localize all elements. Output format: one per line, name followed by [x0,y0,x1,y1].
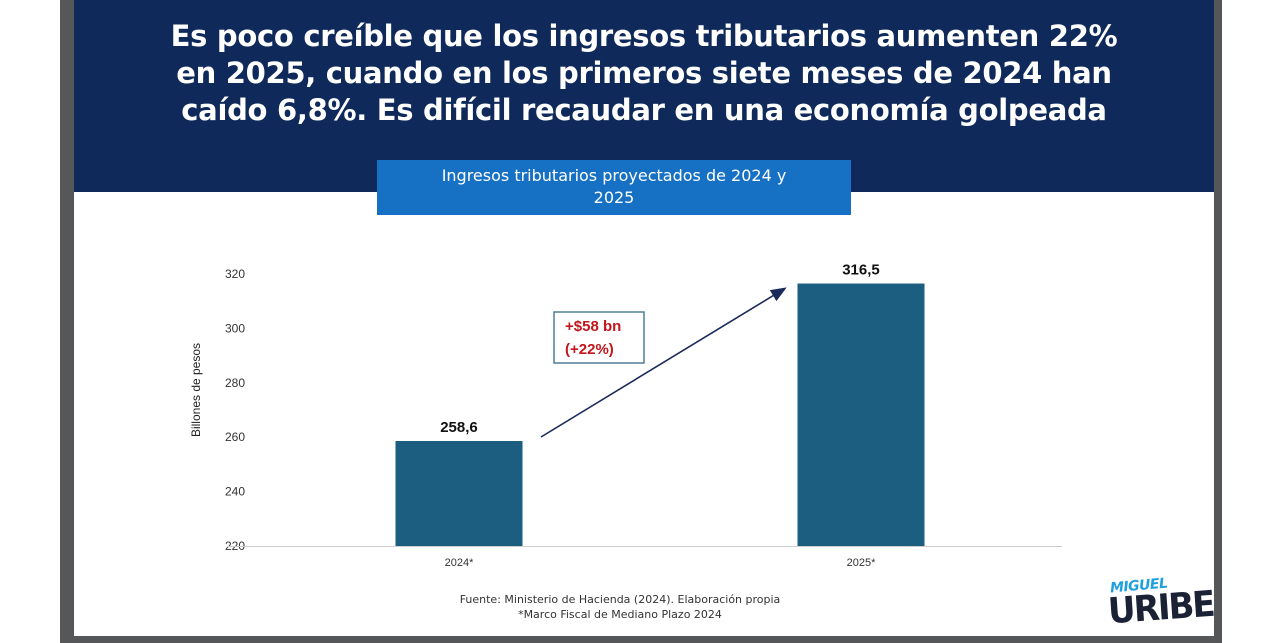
data-label: 316,5 [842,262,880,279]
source-line: Fuente: Ministerio de Hacienda (2024). E… [459,593,781,606]
chart-title-line: Ingresos tributarios proyectados de 2024… [441,166,787,185]
headline: Es poco creíble que los ingresos tributa… [74,18,1214,129]
frame-right [1214,0,1222,643]
logo: MIGUEL URIBE [1107,576,1215,633]
annotation-percent: (+22%) [565,341,614,358]
source-note: Fuente: Ministerio de Hacienda (2024). E… [380,592,860,622]
x-tick-label: 2025* [847,557,876,569]
frame-bottom [60,636,1222,643]
annotation-box [553,311,645,364]
annotation-amount: +$58 bn [565,318,621,335]
bar-2024 [395,441,523,546]
y-axis-label: Billones de pesos [189,343,203,437]
y-tick-label: 240 [225,485,245,499]
growth-arrow [540,287,787,438]
chart-title-line: 2025 [593,188,635,207]
headline-line: Es poco creíble que los ingresos tributa… [170,19,1118,53]
x-tick-label: 2024* [445,557,474,569]
chart-title: Ingresos tributarios proyectados de 2024… [377,160,851,215]
headline-line: caído 6,8%. Es difícil recaudar en una e… [181,93,1107,127]
y-tick-label: 280 [225,376,245,390]
y-tick-label: 300 [225,321,245,335]
y-tick-label: 320 [225,267,245,281]
bar-2025 [797,283,925,546]
data-label: 258,6 [440,419,478,436]
y-tick-label: 260 [225,430,245,444]
logo-bottom: URIBE [1106,583,1215,633]
footnote-line: *Marco Fiscal de Mediano Plazo 2024 [518,608,722,621]
headline-line: en 2025, cuando en los primeros siete me… [176,56,1112,90]
frame-left [60,0,74,643]
